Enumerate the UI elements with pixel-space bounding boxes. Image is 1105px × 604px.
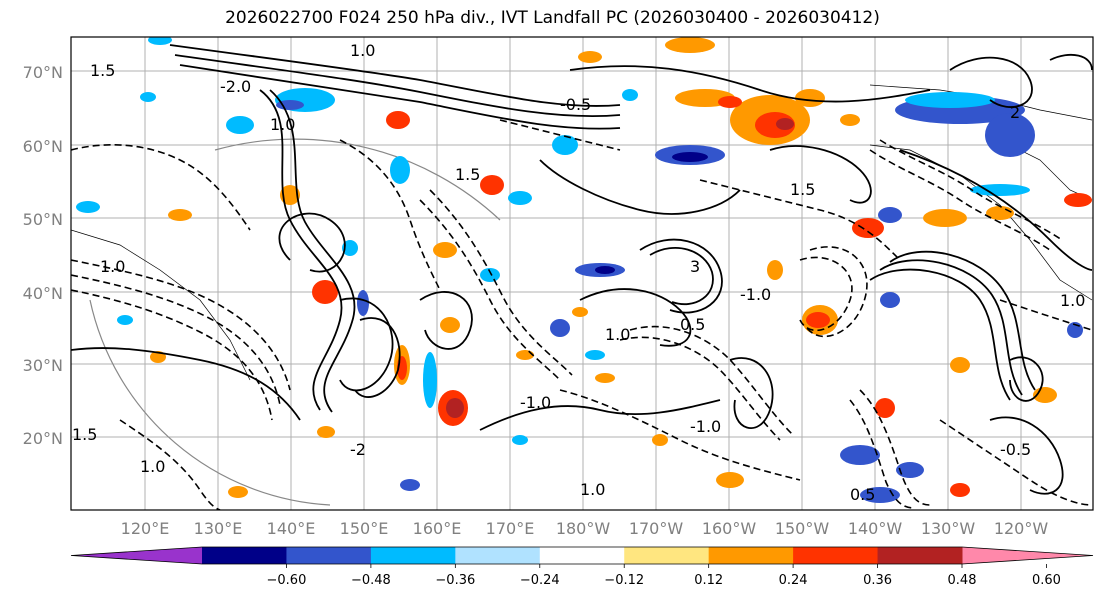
lat-label: 50°N bbox=[23, 210, 63, 229]
svg-text:-1.0: -1.0 bbox=[690, 417, 721, 436]
svg-text:1.0: 1.0 bbox=[605, 325, 630, 344]
colorbar-tick-label: 0.12 bbox=[694, 573, 723, 588]
svg-text:2: 2 bbox=[1010, 103, 1020, 122]
colorbar-swatch bbox=[202, 547, 287, 564]
dashed-contours bbox=[71, 119, 1093, 510]
svg-text:1.0: 1.0 bbox=[350, 41, 375, 60]
lon-label: 140°E bbox=[267, 519, 316, 538]
colorbar-swatch bbox=[539, 547, 625, 564]
colorbar-extend-high bbox=[962, 547, 1093, 564]
latitude-labels: 70°N 60°N 50°N 40°N 30°N 20°N bbox=[23, 63, 63, 448]
svg-text:-0.5: -0.5 bbox=[560, 95, 591, 114]
colorbar-extend-low bbox=[71, 547, 202, 564]
colorbar-tick-label: −0.24 bbox=[520, 573, 560, 588]
lon-label: 130°W bbox=[921, 519, 976, 538]
lon-label: 130°E bbox=[194, 519, 243, 538]
svg-text:-0.5: -0.5 bbox=[1000, 440, 1031, 459]
longitude-labels: 120°E 130°E 140°E 150°E 160°E 170°E 180°… bbox=[121, 519, 1049, 538]
svg-text:1.0: 1.0 bbox=[580, 480, 605, 499]
map-frame bbox=[70, 36, 1094, 511]
svg-text:3: 3 bbox=[690, 257, 700, 276]
svg-text:1.5: 1.5 bbox=[790, 180, 815, 199]
colorbar-swatch bbox=[286, 547, 372, 564]
colorbar-swatch bbox=[624, 547, 710, 564]
svg-text:1.0: 1.0 bbox=[1060, 291, 1085, 310]
colorbar-outline bbox=[70, 546, 1094, 565]
contour-labels: 1.5 -2.0 1.0 1.0 -0.5 1.5 1.0 1.0 0.5 -1… bbox=[72, 41, 1085, 504]
colorbar-swatch bbox=[370, 547, 456, 564]
colorbar-swatch bbox=[877, 547, 963, 564]
colorbar-tick-label: −0.60 bbox=[267, 573, 307, 588]
colorbar: −0.60 −0.48 −0.36 −0.24 −0.12 0.12 0.24 0.36 0.4… bbox=[70, 546, 1094, 588]
lon-label: 150°E bbox=[340, 519, 389, 538]
lat-label: 20°N bbox=[23, 429, 63, 448]
colorbar-tick-label: 0.36 bbox=[863, 573, 892, 588]
colorbar-tick-label: 0.48 bbox=[948, 573, 977, 588]
svg-text:0.5: 0.5 bbox=[680, 315, 705, 334]
svg-text:-1.0: -1.0 bbox=[740, 285, 771, 304]
lon-label: 160°E bbox=[413, 519, 462, 538]
map-title: 2026022700 F024 250 hPa div., IVT Landfa… bbox=[225, 8, 880, 28]
svg-text:1.0: 1.0 bbox=[100, 257, 125, 276]
lat-label: 60°N bbox=[23, 137, 63, 156]
map-panel: 1.5 -2.0 1.0 1.0 -0.5 1.5 1.0 1.0 0.5 -1… bbox=[70, 36, 1094, 511]
colorbar-tick-label: −0.36 bbox=[435, 573, 475, 588]
colorbar-swatch bbox=[455, 547, 541, 564]
colorbar-swatch bbox=[708, 547, 794, 564]
colorbar-swatch bbox=[793, 547, 879, 564]
lon-label: 170°W bbox=[629, 519, 684, 538]
svg-text:1.0: 1.0 bbox=[270, 115, 295, 134]
svg-text:1.5: 1.5 bbox=[72, 425, 97, 444]
lat-label: 30°N bbox=[23, 356, 63, 375]
projection-arc bbox=[214, 138, 501, 221]
svg-text:1.5: 1.5 bbox=[455, 165, 480, 184]
lon-label: 170°E bbox=[486, 519, 535, 538]
solid-contours bbox=[71, 44, 1093, 495]
svg-text:0.5: 0.5 bbox=[850, 485, 875, 504]
lon-label: 150°W bbox=[775, 519, 830, 538]
colorbar-tick-label: −0.48 bbox=[351, 573, 391, 588]
divergence-fill bbox=[76, 37, 1092, 503]
colorbar-tick-label: 0.24 bbox=[779, 573, 808, 588]
svg-text:-1.0: -1.0 bbox=[520, 393, 551, 412]
lon-label: 120°E bbox=[121, 519, 170, 538]
lat-label: 70°N bbox=[23, 63, 63, 82]
colorbar-tick-label: 0.60 bbox=[1032, 573, 1061, 588]
lon-label: 140°W bbox=[848, 519, 903, 538]
svg-text:-2.0: -2.0 bbox=[220, 77, 251, 96]
lon-label: 160°W bbox=[702, 519, 757, 538]
lon-label: 180°W bbox=[556, 519, 611, 538]
lat-label: 40°N bbox=[23, 284, 63, 303]
svg-text:1.5: 1.5 bbox=[90, 61, 115, 80]
lon-label: 120°W bbox=[994, 519, 1049, 538]
svg-text:-2: -2 bbox=[350, 440, 366, 459]
projection-arc bbox=[89, 299, 331, 506]
svg-text:1.0: 1.0 bbox=[140, 457, 165, 476]
colorbar-tick-label: −0.12 bbox=[604, 573, 644, 588]
